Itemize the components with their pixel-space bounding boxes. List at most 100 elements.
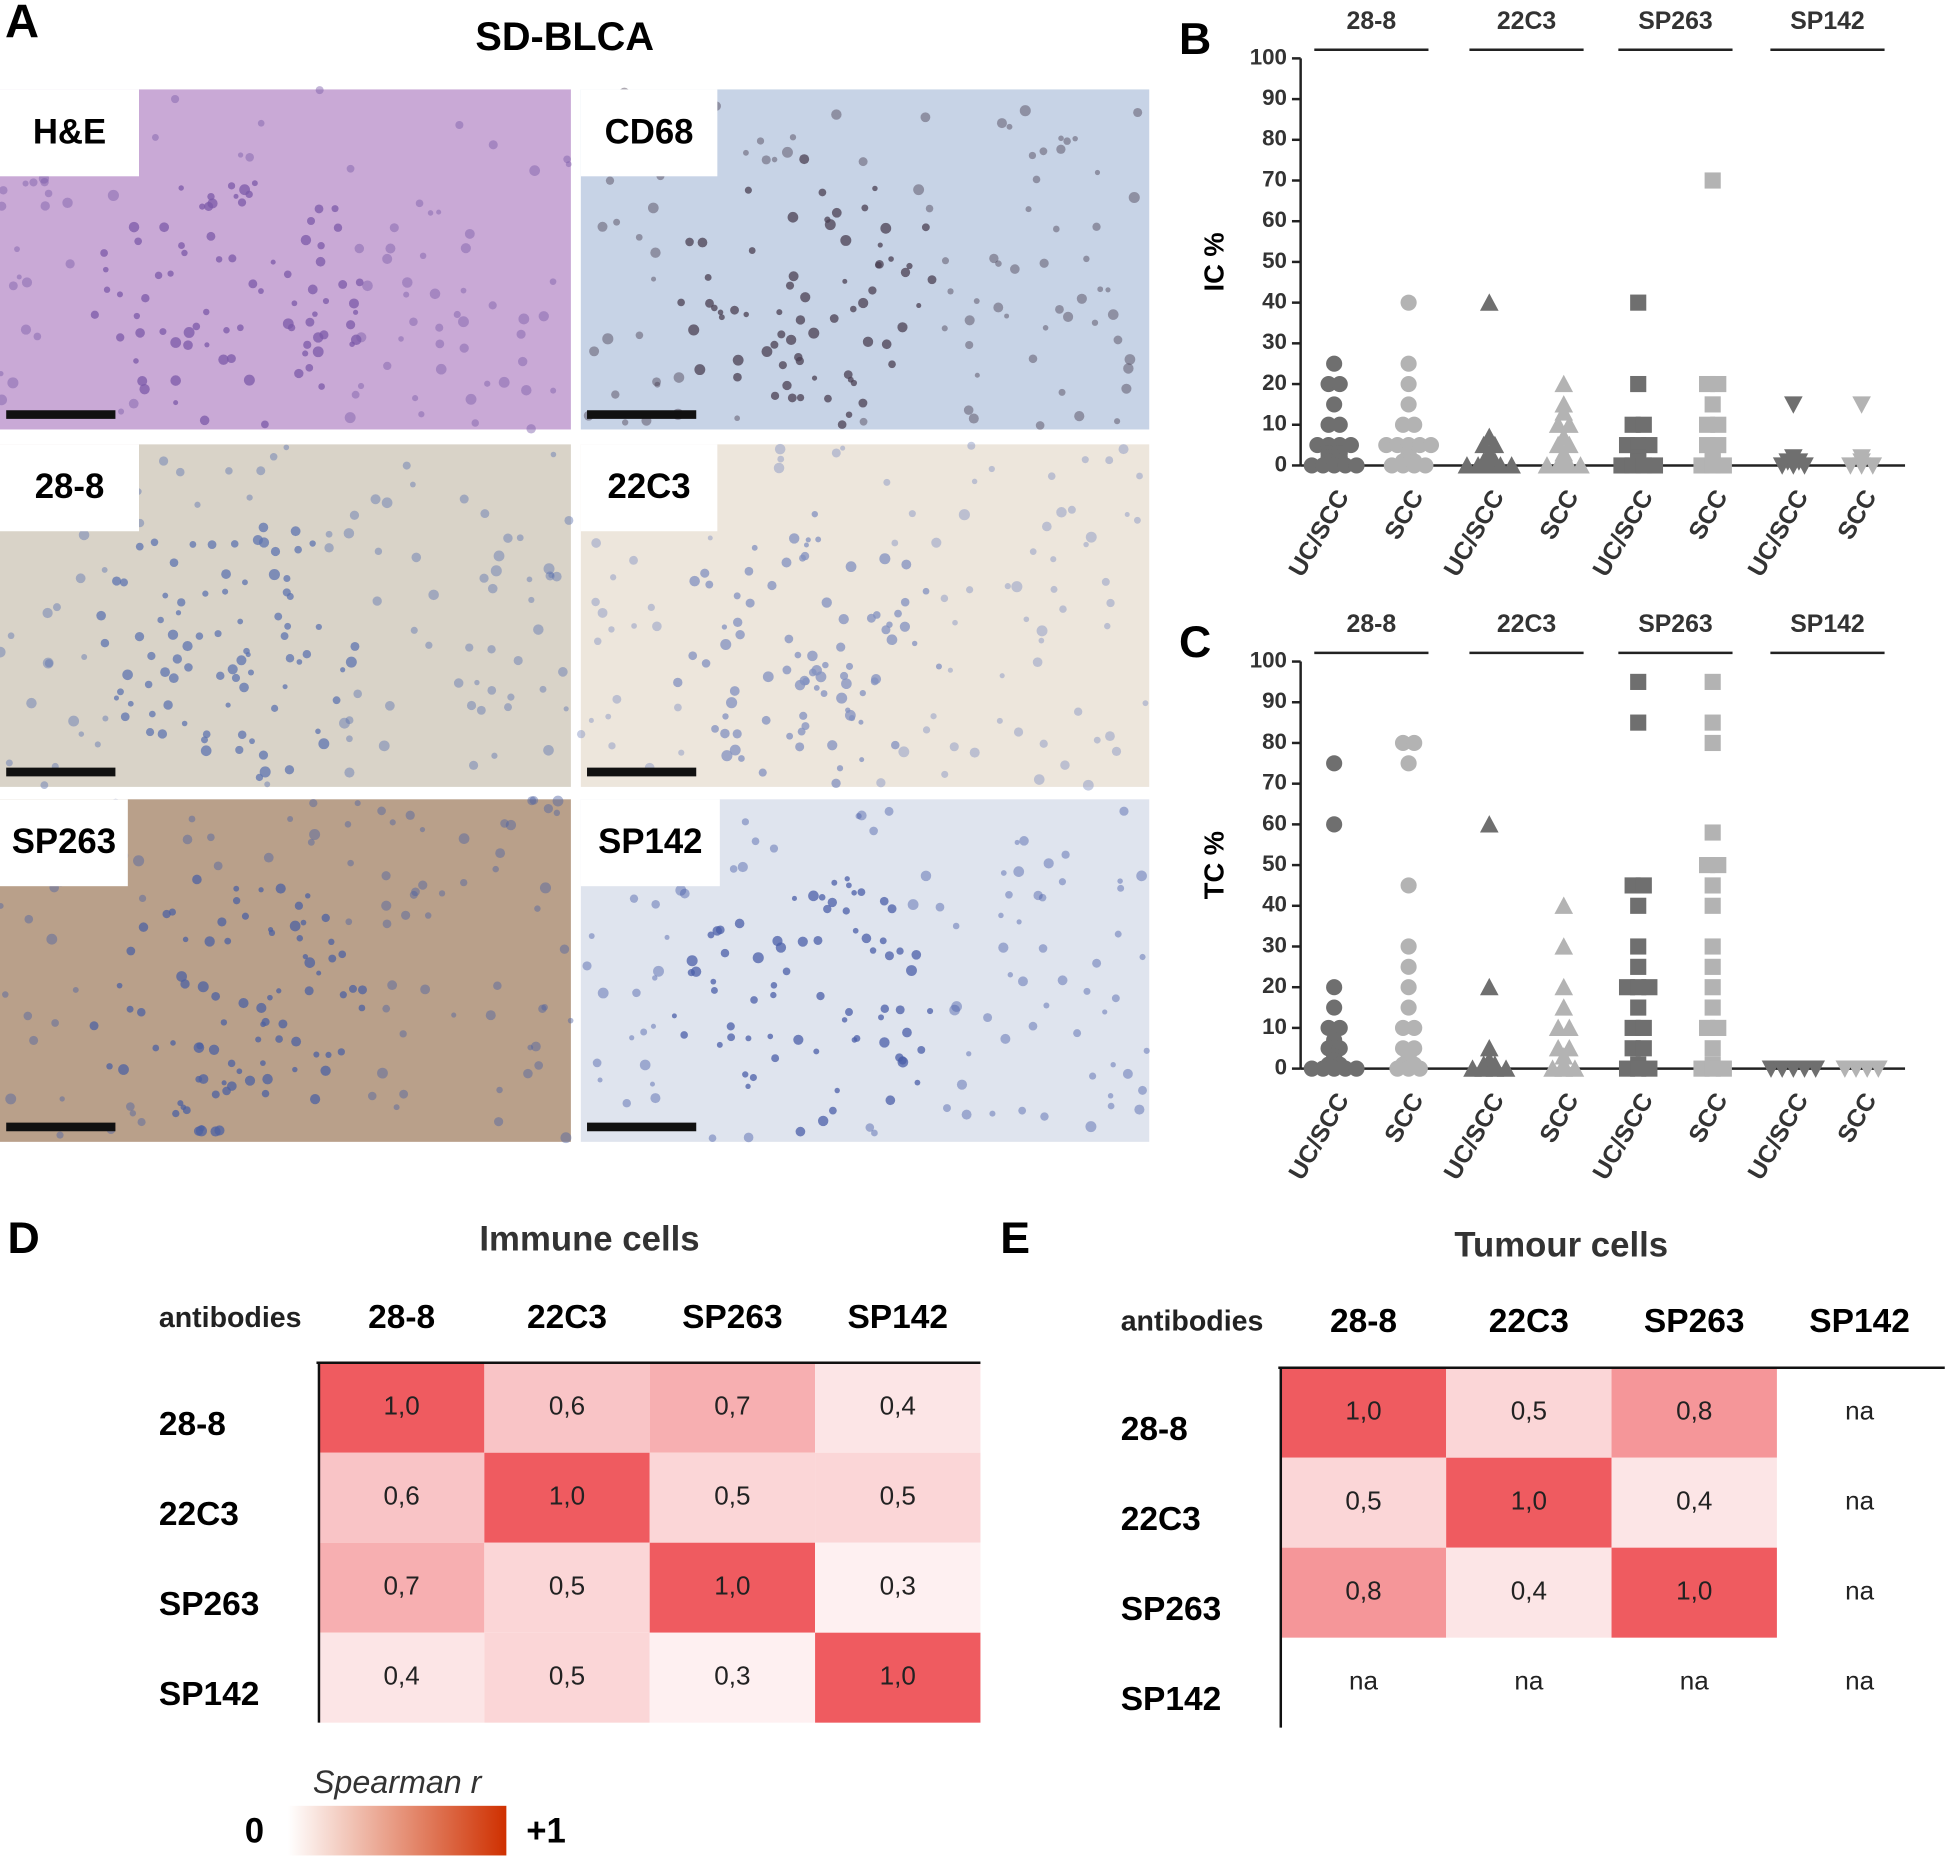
nucleus — [222, 588, 229, 595]
nucleus — [207, 192, 215, 201]
y-tick-label: 20 — [1262, 370, 1287, 395]
heatmap-cell — [1611, 1457, 1777, 1548]
corner-label: antibodies — [159, 1302, 302, 1334]
nucleus — [551, 571, 562, 582]
nucleus — [5, 1093, 17, 1105]
nucleus — [947, 667, 953, 673]
nucleus — [269, 453, 278, 461]
nucleus — [722, 713, 729, 720]
cell-label: 0,7 — [384, 1571, 420, 1601]
nucleus — [227, 664, 238, 675]
nucleus — [1105, 287, 1111, 293]
nucleus — [776, 309, 783, 316]
heatmap-cell — [318, 1452, 485, 1543]
nucleus — [743, 1132, 754, 1143]
nucleus — [1006, 123, 1013, 130]
nucleus — [813, 684, 820, 691]
nucleus — [314, 204, 324, 214]
nucleus — [458, 833, 470, 844]
cell-label: 1,0 — [384, 1391, 420, 1421]
legend-tick-label: +1 — [526, 1812, 566, 1850]
nucleus — [181, 249, 188, 257]
nucleus — [846, 882, 852, 889]
nucleus — [278, 1019, 288, 1029]
nucleus — [647, 202, 659, 214]
nucleus — [383, 361, 392, 371]
nucleus — [382, 253, 393, 264]
cell-label: na — [1845, 1576, 1874, 1606]
nucleus — [318, 383, 325, 390]
nucleus — [134, 237, 142, 246]
nucleus — [838, 613, 849, 625]
nucleus — [382, 1004, 391, 1013]
nucleus — [650, 1093, 661, 1104]
nucleus — [428, 589, 439, 601]
nucleus — [112, 576, 122, 586]
point — [1383, 457, 1400, 474]
nucleus — [137, 1118, 146, 1127]
point — [1400, 355, 1417, 372]
nucleus — [402, 461, 411, 470]
point — [1348, 457, 1365, 474]
nucleus — [201, 736, 209, 744]
nucleus — [237, 198, 247, 207]
point — [1710, 375, 1727, 393]
nucleus — [378, 740, 390, 752]
nucleus — [346, 320, 356, 330]
nucleus — [951, 1001, 962, 1012]
point — [1394, 734, 1412, 752]
y-tick-label: 50 — [1262, 851, 1287, 876]
nucleus — [651, 276, 657, 282]
nucleus — [729, 686, 740, 696]
nucleus — [226, 354, 236, 364]
nucleus — [498, 376, 510, 388]
nucleus — [488, 140, 498, 150]
nucleus — [635, 233, 643, 241]
nucleus — [145, 728, 155, 737]
nucleus — [1143, 1047, 1150, 1054]
point — [1630, 714, 1647, 731]
nucleus — [963, 405, 974, 415]
nucleus — [841, 1017, 848, 1023]
nucleus — [94, 741, 101, 748]
nucleus — [7, 632, 15, 640]
nucleus — [304, 986, 314, 996]
nucleus — [842, 907, 850, 915]
nucleus — [148, 710, 156, 718]
nucleus — [182, 834, 193, 845]
nucleus — [354, 243, 365, 254]
nucleus — [128, 398, 139, 409]
nucleus — [168, 908, 176, 916]
nucleus — [249, 738, 255, 745]
nucleus — [214, 630, 222, 638]
cell-label: 0,5 — [1345, 1486, 1381, 1516]
nucleus — [122, 669, 133, 681]
nucleus — [729, 744, 741, 756]
nucleus — [881, 339, 892, 350]
x-tick-label: SCC — [1833, 485, 1883, 544]
nucleus — [678, 749, 685, 756]
nucleus — [305, 317, 315, 327]
x-tick-label: SCC — [1833, 1089, 1883, 1148]
nucleus — [245, 190, 253, 199]
y-tick-label: 0 — [1275, 1055, 1287, 1080]
nucleus — [227, 1059, 236, 1068]
nucleus — [732, 354, 744, 366]
heatmap-cell — [649, 1542, 816, 1633]
nucleus — [59, 1096, 65, 1102]
nucleus — [26, 697, 37, 709]
nucleus — [1107, 1102, 1115, 1110]
nucleus — [487, 686, 497, 695]
nucleus — [597, 607, 608, 618]
nucleus — [40, 201, 50, 211]
nucleus — [650, 1023, 657, 1029]
nucleus — [0, 646, 6, 658]
nucleus — [435, 339, 445, 349]
nucleus — [996, 717, 1003, 724]
point — [1400, 979, 1417, 996]
nucleus — [686, 955, 698, 967]
nucleus — [831, 778, 841, 788]
nucleus — [289, 920, 301, 932]
nucleus — [700, 568, 710, 578]
nucleus — [1004, 583, 1011, 590]
